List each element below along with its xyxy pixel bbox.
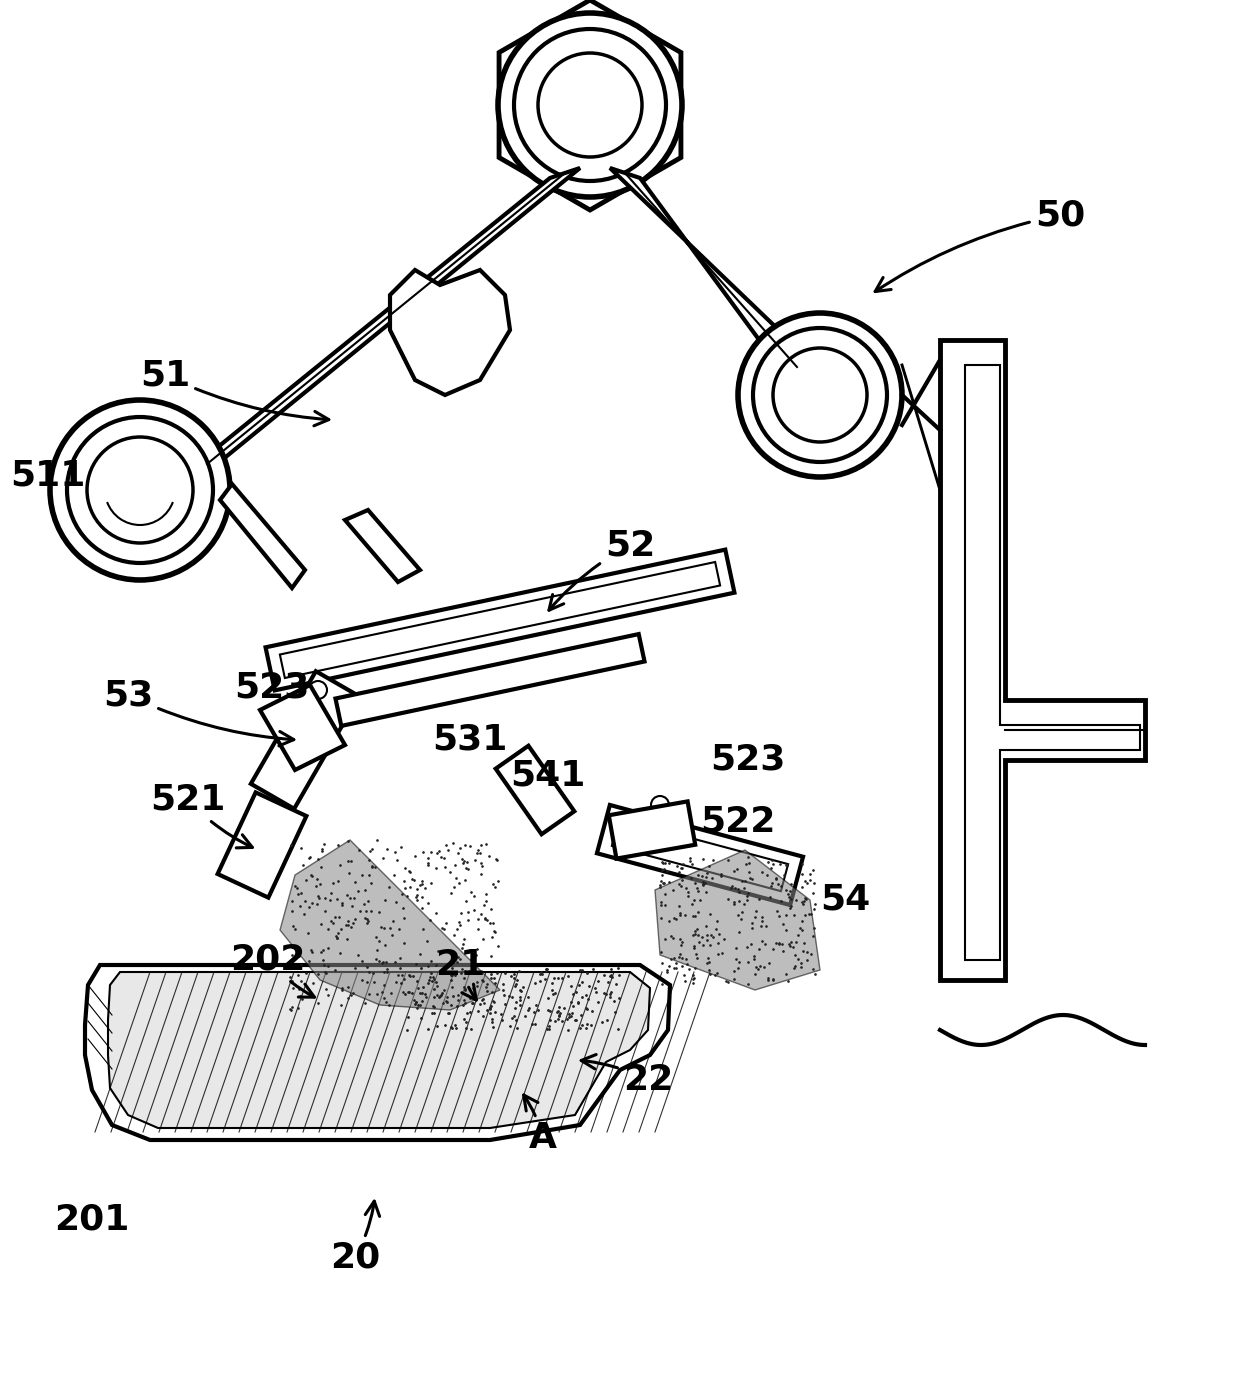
Circle shape (515, 29, 666, 181)
Polygon shape (250, 671, 360, 809)
Polygon shape (265, 549, 734, 691)
Text: 522: 522 (701, 805, 776, 839)
Polygon shape (280, 840, 500, 1011)
Circle shape (67, 417, 213, 563)
Polygon shape (498, 0, 681, 210)
Polygon shape (345, 509, 420, 582)
Text: 201: 201 (55, 1203, 130, 1237)
Text: 523: 523 (234, 671, 310, 704)
Text: 52: 52 (549, 529, 655, 610)
Polygon shape (496, 746, 574, 835)
Text: 20: 20 (330, 1201, 381, 1276)
Circle shape (651, 796, 670, 814)
Text: 54: 54 (820, 883, 870, 917)
Polygon shape (965, 365, 1140, 960)
Polygon shape (336, 634, 645, 726)
Text: 202: 202 (231, 943, 315, 997)
Circle shape (50, 400, 229, 579)
Polygon shape (391, 270, 510, 395)
Text: 22: 22 (582, 1054, 673, 1097)
Text: 521: 521 (150, 783, 253, 849)
Circle shape (309, 681, 327, 699)
Text: 53: 53 (103, 678, 294, 746)
Polygon shape (610, 168, 810, 375)
Polygon shape (611, 818, 789, 891)
Polygon shape (108, 972, 650, 1129)
Polygon shape (260, 685, 345, 770)
Polygon shape (192, 168, 580, 468)
Text: 523: 523 (711, 743, 786, 777)
Circle shape (87, 437, 193, 542)
Text: 511: 511 (10, 459, 86, 492)
Circle shape (753, 328, 887, 461)
Polygon shape (655, 850, 820, 990)
Polygon shape (940, 341, 1145, 980)
Polygon shape (219, 485, 305, 588)
Text: A: A (523, 1096, 557, 1155)
Circle shape (773, 347, 867, 442)
Polygon shape (280, 562, 720, 678)
Polygon shape (596, 805, 804, 905)
Text: 541: 541 (511, 758, 585, 792)
Circle shape (538, 54, 642, 157)
Text: 50: 50 (875, 198, 1085, 291)
Text: 21: 21 (435, 947, 485, 1000)
Circle shape (738, 313, 901, 476)
Text: 531: 531 (433, 724, 507, 757)
Polygon shape (217, 792, 306, 898)
Polygon shape (86, 965, 670, 1140)
Circle shape (498, 12, 682, 196)
Text: 51: 51 (140, 358, 329, 426)
Polygon shape (609, 802, 696, 858)
